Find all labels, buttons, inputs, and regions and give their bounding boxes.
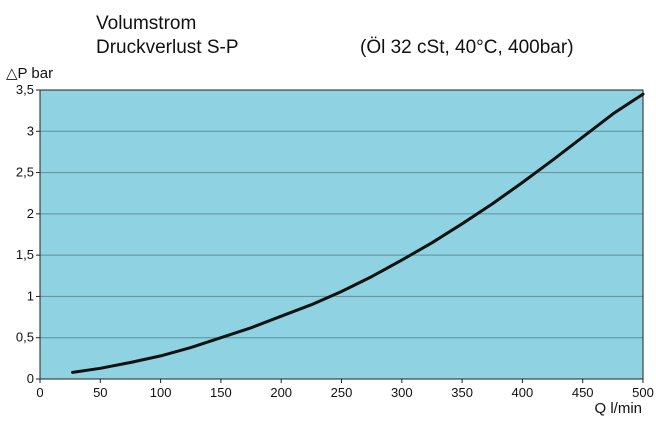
x-tick-label: 450	[572, 385, 594, 400]
y-tick-label: 1,5	[16, 247, 34, 262]
y-tick-label: 0,5	[16, 330, 34, 345]
y-tick-label: 2,5	[16, 165, 34, 180]
data-point	[611, 112, 615, 116]
y-tick-label: 3	[27, 123, 34, 138]
data-point	[551, 158, 554, 162]
y-tick-label: 0	[27, 371, 34, 386]
data-point	[521, 181, 524, 184]
x-tick-label: 100	[150, 385, 172, 400]
data-point	[219, 336, 223, 339]
plot-area	[40, 90, 643, 379]
x-tick-label: 500	[632, 385, 654, 400]
data-point	[460, 222, 464, 225]
chart-subtitle: Druckverlust S-P	[96, 37, 239, 58]
data-point	[310, 303, 313, 306]
data-point	[340, 290, 343, 293]
x-tick-label: 250	[331, 385, 353, 400]
x-tick-label: 400	[512, 385, 534, 400]
plot-frame	[39, 89, 644, 380]
data-point	[249, 326, 253, 330]
data-point	[189, 346, 192, 349]
data-point	[370, 275, 373, 278]
data-point	[430, 241, 434, 244]
y-tick-label: 3,5	[16, 82, 34, 97]
pressure-loss-curve	[71, 92, 645, 374]
x-tick-label: 350	[451, 385, 473, 400]
y-tick-label: 1	[27, 288, 34, 303]
test-condition-note: (Öl 32 cSt, 40°C, 400bar)	[360, 37, 574, 58]
data-point	[71, 371, 74, 374]
chart-title: Volumstrom	[96, 13, 197, 34]
data-point	[99, 367, 102, 370]
data-point	[400, 258, 403, 262]
x-tick-label: 200	[270, 385, 292, 400]
y-axis-label: △P bar	[6, 65, 54, 82]
data-point	[581, 135, 584, 139]
x-tick-label: 150	[210, 385, 232, 400]
data-point	[641, 92, 645, 96]
x-tick-label: 50	[93, 385, 107, 400]
x-axis-label: Q l/min	[594, 400, 642, 417]
x-tick-label: 0	[36, 385, 43, 400]
data-point	[159, 354, 162, 358]
data-point	[491, 202, 494, 206]
data-point	[129, 361, 132, 364]
data-point	[280, 315, 283, 318]
y-tick-label: 2	[27, 206, 34, 221]
x-tick-label: 300	[391, 385, 413, 400]
